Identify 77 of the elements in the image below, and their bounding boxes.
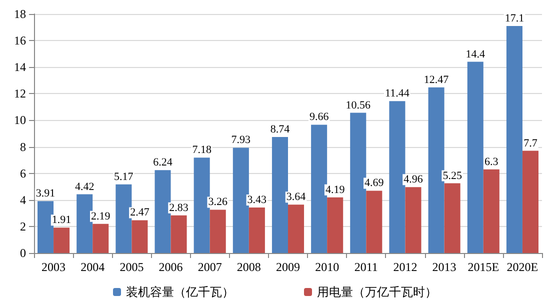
bar [248,207,265,253]
y-tick-label: 12 [14,86,26,101]
bar [38,201,54,253]
bar [54,228,70,253]
y-tick-label: 14 [14,60,26,74]
data-label: 14.4 [466,48,486,60]
y-tick-label: 8 [20,140,26,154]
data-label: 4.19 [325,184,346,196]
bar [116,184,132,253]
y-tick-label: 0 [20,246,26,260]
x-tick-label: 2005 [120,260,144,274]
x-tick-label: 2015E [468,260,500,274]
bar [194,158,210,253]
bar [483,169,500,253]
data-label: 3.64 [286,191,306,204]
data-label: 3.43 [247,194,268,206]
data-label: 5.25 [442,170,462,182]
legend-label: 用电量（万亿千瓦时） [317,285,437,299]
x-tick-label: 2012 [393,260,418,274]
data-label: 12.47 [424,74,450,86]
x-tick-label: 2011 [354,260,378,274]
bar [428,87,444,253]
data-label: 11.44 [385,88,410,100]
data-label: 17.1 [504,12,524,24]
data-label: 2.19 [91,210,111,222]
x-tick-label: 2006 [158,260,183,274]
bar [232,148,249,253]
data-label: 7.7 [524,137,538,150]
bar [467,62,484,253]
x-tick-label: 2004 [80,260,105,274]
bar [170,215,187,253]
bar [76,194,93,253]
x-tick-label: 2007 [198,260,222,274]
y-tick-label: 18 [14,7,26,21]
bar [522,150,538,253]
data-label: 9.66 [309,111,330,124]
bar [444,183,460,253]
y-tick-label: 16 [14,34,26,48]
bar [92,224,109,253]
bar [311,124,328,253]
y-tick-label: 10 [14,113,26,128]
data-label: 10.56 [346,99,372,112]
data-label: 6.3 [484,156,499,168]
x-tick-label: 2010 [315,260,340,274]
data-label: 5.17 [114,170,134,183]
bar [350,112,366,253]
y-tick-label: 2 [20,219,26,234]
y-tick-label: 6 [20,166,26,180]
data-label: 8.74 [270,123,290,136]
bar [327,197,344,253]
y-tick-label: 4 [20,192,26,207]
data-label: 7.18 [192,144,212,156]
data-label: 4.69 [364,177,384,190]
x-tick-label: 2003 [42,260,66,274]
bar [288,204,304,253]
data-label: 4.42 [74,180,94,193]
data-label: 4.96 [404,174,424,186]
data-label: 7.93 [231,134,252,146]
data-label: 2.83 [169,202,189,214]
data-label: 3.91 [36,188,56,200]
x-tick-label: 2020E [506,260,538,274]
bar [210,210,226,253]
bar [366,190,382,253]
bar [154,170,171,253]
bar [405,187,422,253]
legend-label: 装机容量（亿千瓦） [126,285,234,299]
data-label: 6.24 [153,156,173,169]
data-label: 2.47 [130,206,150,219]
data-label: 1.91 [52,214,72,226]
bar [389,101,406,253]
bar [132,220,148,253]
x-tick-label: 2013 [432,260,456,274]
bar [272,136,288,253]
x-tick-label: 2008 [236,260,261,274]
x-tick-label: 2009 [276,260,300,274]
bar [506,26,522,253]
data-label: 3.26 [208,196,228,208]
